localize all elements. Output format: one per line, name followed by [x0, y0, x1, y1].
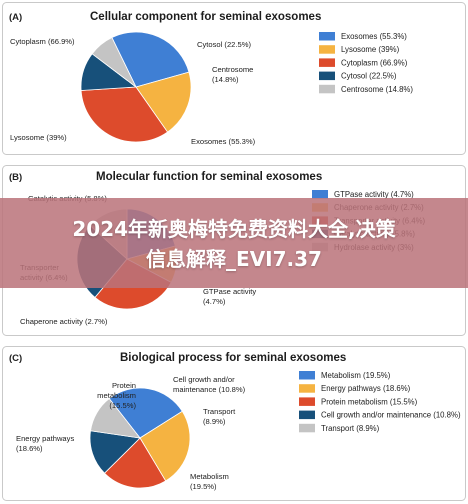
legend-swatch-metabolism [299, 371, 315, 380]
legend-label-transport: Transport (8.9%) [321, 424, 380, 433]
legend-swatch-gtpase-activity [312, 190, 328, 199]
slice-callout: Cytoplasm (66.9%) [10, 37, 75, 46]
chart-title: Molecular function for seminal exosomes [96, 171, 322, 183]
pie-slice-protein-metabolism [103, 437, 167, 489]
panel-letter: (A) [9, 12, 22, 23]
slice-callout: Cytosol (22.5%) [197, 40, 251, 49]
slice-callout: Metabolism (19.5%) [190, 472, 229, 491]
pie-slice-energy-pathways [139, 410, 191, 482]
legend-label-metabolism: Metabolism (19.5%) [321, 371, 391, 380]
slice-callout: Transport (8.9%) [203, 407, 236, 426]
pie-slice-transport [90, 398, 141, 439]
legend-label-cell-growth-and-or-maintenance: Cell growth and/or maintenance (10.8%) [321, 411, 461, 420]
pie-slice-cytoplasm [80, 86, 169, 143]
slice-callout: Cell growth and/or maintenance (10.8%) [173, 375, 246, 394]
legend-swatch-lysosome [319, 45, 335, 54]
legend-swatch-exosomes [319, 32, 335, 41]
slice-callout: GTPase activity (4.7%) [203, 287, 256, 306]
chart-title: Biological process for seminal exosomes [120, 352, 346, 364]
legend-swatch-cytoplasm [319, 58, 335, 67]
watermark-text: 2024年新奥梅特免费资料大全,决策 信息解释_EVI7.37 [0, 214, 468, 274]
legend-swatch-cell-growth-and-or-maintenance [299, 410, 315, 420]
slice-callout: Centrosome (14.8%) [212, 65, 253, 84]
slice-callout: Lysosome (39%) [10, 133, 67, 142]
panel-frame [2, 346, 466, 501]
legend-label-gtpase-activity: GTPase activity (4.7%) [334, 190, 414, 199]
legend-label-cytoplasm: Cytoplasm (66.9%) [341, 58, 408, 67]
watermark-banner [0, 198, 468, 288]
panel-letter: (C) [9, 353, 22, 364]
legend-swatch-protein-metabolism [299, 397, 315, 406]
legend-label-energy-pathways: Energy pathways (18.6%) [321, 384, 411, 393]
slice-callout: Energy pathways (18.6%) [16, 434, 74, 453]
chart-panel-3: (C) Biological process for seminal exosom… [2, 346, 466, 501]
legend-label-centrosome: Centrosome (14.8%) [341, 85, 413, 94]
legend-swatch-cytosol [319, 71, 335, 81]
legend-label-protein-metabolism: Protein metabolism (15.5%) [321, 397, 418, 406]
legend-swatch-transport [299, 423, 315, 433]
legend-swatch-centrosome [319, 84, 335, 94]
legend-label-lysosome: Lysosome (39%) [341, 45, 400, 54]
chart-title: Cellular component for seminal exosomes [90, 11, 321, 23]
watermark-line-1: 2024年新奥梅特免费资料大全,决策 [72, 217, 396, 241]
pie-slice-metabolism [108, 387, 183, 439]
chart-panel-1: (A) Cellular component for seminal exosom… [2, 2, 466, 155]
slice-callout: Exosomes (55.3%) [191, 137, 256, 146]
watermark-line-2: 信息解释_EVI7.37 [146, 247, 322, 271]
panel-letter: (B) [9, 172, 22, 183]
pie-slice-centrosome [91, 37, 137, 88]
slice-callout: Chaperone activity (2.7%) [20, 317, 108, 326]
legend-label-exosomes: Exosomes (55.3%) [341, 32, 407, 41]
slice-callout: Protein metabolism (15.5%) [97, 381, 136, 410]
pie-slice-lysosome [135, 71, 192, 133]
legend-label-cytosol: Cytosol (22.5%) [341, 72, 397, 81]
legend-swatch-energy-pathways [299, 384, 315, 393]
pie-slice-exosomes [111, 31, 190, 88]
